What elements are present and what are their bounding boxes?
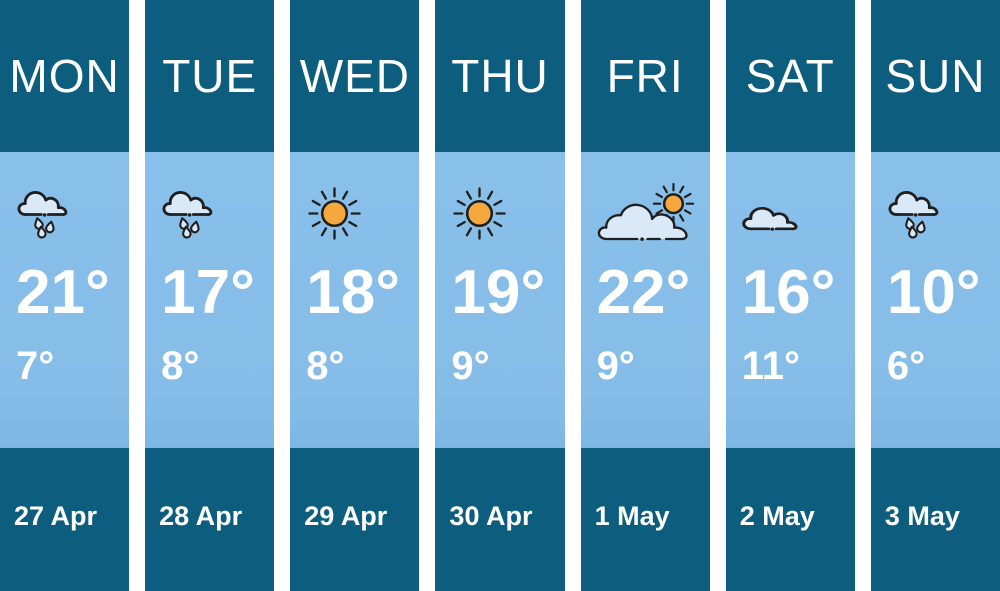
weather-icon-slot — [741, 196, 851, 244]
low-temperature: 8° — [306, 344, 345, 388]
rain-cloud-icon — [162, 191, 213, 240]
day-label: WED — [299, 50, 411, 102]
rain-cloud-icon — [888, 191, 939, 240]
weather-icon-slot — [306, 187, 415, 244]
day-footer: 1 May — [580, 448, 710, 591]
day-header: THU — [435, 0, 565, 152]
day-body: 22° 9° — [580, 152, 710, 448]
day-label: MON — [9, 50, 120, 102]
forecast-column-tue: TUE 17° 8° 28 Apr — [145, 0, 275, 591]
high-temperature: 19° — [451, 258, 546, 327]
day-label: SAT — [745, 50, 835, 102]
rain-cloud-icon — [17, 191, 68, 240]
day-body: 16° 11° — [725, 152, 855, 448]
sun-icon — [308, 187, 362, 240]
date-label: 29 Apr — [304, 501, 388, 531]
high-temperature: 18° — [306, 258, 401, 327]
high-temperature: 10° — [886, 258, 981, 327]
day-body: 18° 8° — [290, 152, 420, 448]
low-temperature: 11° — [741, 344, 800, 388]
date-label: 28 Apr — [159, 501, 243, 531]
low-temperature: 7° — [16, 344, 55, 388]
day-header: SUN — [870, 0, 1000, 152]
day-header: MON — [0, 0, 130, 152]
sun-behind-cloud-icon — [597, 183, 694, 241]
weather-icon-slot — [161, 191, 270, 244]
day-body: 19° 9° — [435, 152, 565, 448]
day-footer: 3 May — [870, 448, 1000, 591]
day-header: WED — [290, 0, 420, 152]
high-temperature: 21° — [16, 258, 110, 327]
day-body: 10° 6° — [870, 152, 1000, 448]
forecast-column-wed: WED 18° 8° 29 Apr — [290, 0, 420, 591]
day-footer: 27 Apr — [0, 448, 130, 591]
weather-icon-slot — [451, 187, 560, 244]
low-temperature: 8° — [161, 344, 200, 388]
weather-icon-slot — [887, 191, 996, 244]
forecast-column-thu: THU 19° 9° 30 Apr — [435, 0, 565, 591]
cloud-icon — [741, 206, 798, 233]
day-header: SAT — [725, 0, 855, 152]
weather-icon-slot — [597, 183, 706, 244]
sun-icon — [453, 187, 507, 240]
day-label: TUE — [162, 50, 258, 102]
date-label: 30 Apr — [449, 501, 533, 531]
date-label: 27 Apr — [14, 501, 98, 531]
low-temperature: 6° — [886, 344, 926, 388]
day-footer: 30 Apr — [435, 448, 565, 591]
day-body: 17° 8° — [145, 152, 275, 448]
day-header: TUE — [145, 0, 275, 152]
high-temperature: 16° — [741, 258, 836, 327]
forecast-column-sun: SUN 10° 6° 3 May — [870, 0, 1000, 591]
low-temperature: 9° — [596, 344, 635, 388]
day-header: FRI — [580, 0, 710, 152]
high-temperature: 22° — [596, 258, 691, 327]
day-footer: 28 Apr — [145, 448, 275, 591]
day-label: SUN — [885, 50, 986, 102]
date-label: 1 May — [594, 501, 670, 531]
day-body: 21° 7° — [0, 152, 130, 448]
forecast-column-mon: MON 21° 7° 27 Apr — [0, 0, 130, 591]
day-label: THU — [451, 50, 549, 102]
date-label: 3 May — [884, 501, 960, 531]
forecast-column-fri: FRI 22° 9° 1 May — [580, 0, 710, 591]
day-footer: 2 May — [725, 448, 855, 591]
day-footer: 29 Apr — [290, 448, 420, 591]
low-temperature: 9° — [451, 344, 490, 388]
date-label: 2 May — [739, 501, 815, 531]
weather-icon-slot — [16, 191, 125, 244]
forecast-column-sat: SAT 16° 11° 2 May — [725, 0, 855, 591]
day-label: FRI — [606, 50, 684, 102]
high-temperature: 17° — [161, 258, 255, 327]
